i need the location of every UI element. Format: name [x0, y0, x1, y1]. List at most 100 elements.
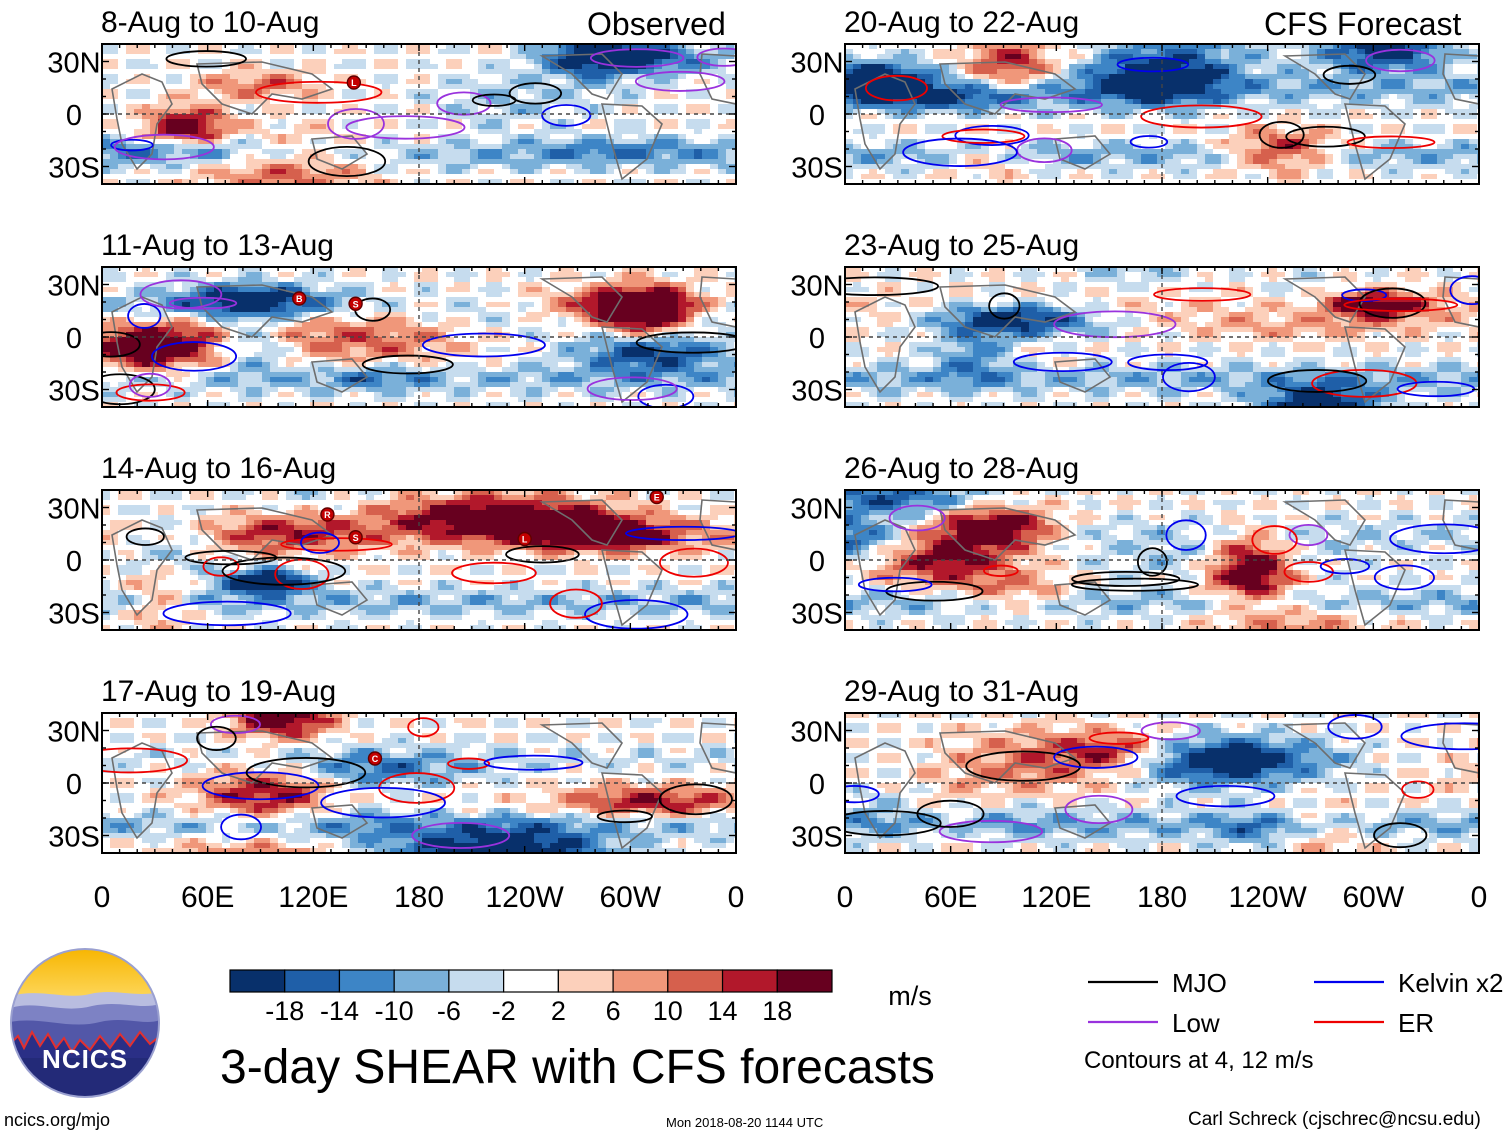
shear-cell	[582, 392, 591, 398]
shear-cell	[574, 490, 583, 496]
shear-cell	[462, 59, 471, 65]
shear-cell	[454, 54, 463, 60]
shear-cell	[438, 307, 447, 313]
shear-cell	[374, 119, 383, 125]
shear-cell	[398, 104, 407, 110]
shear-cell	[110, 179, 119, 184]
shear-cell	[214, 84, 223, 90]
shear-cell	[486, 327, 495, 333]
shear-cell	[510, 377, 519, 383]
shear-cell	[190, 322, 199, 328]
shear-cell	[246, 272, 255, 278]
shear-cell	[534, 332, 543, 338]
shear-cell	[190, 397, 199, 403]
shear-cell	[318, 267, 327, 273]
shear-cell	[646, 109, 655, 115]
shear-cell	[542, 114, 551, 120]
shear-cell	[606, 402, 615, 407]
shear-cell	[478, 307, 487, 313]
shear-cell	[190, 337, 199, 343]
shear-cell	[678, 174, 687, 180]
shear-cell	[542, 49, 551, 55]
shear-cell	[670, 292, 679, 298]
shear-cell	[182, 154, 191, 160]
shear-cell	[406, 109, 415, 115]
shear-cell	[470, 397, 479, 403]
shear-cell	[286, 277, 295, 283]
shear-cell	[470, 124, 479, 130]
shear-cell	[270, 302, 279, 308]
shear-cell	[158, 129, 167, 135]
shear-cell	[462, 139, 471, 145]
shear-cell	[518, 277, 527, 283]
shear-cell	[702, 94, 711, 100]
shear-cell	[590, 79, 599, 85]
shear-cell	[534, 89, 543, 95]
panel-field	[102, 267, 736, 407]
shear-cell	[374, 94, 383, 100]
shear-cell	[574, 495, 583, 501]
shear-cell	[662, 372, 671, 378]
shear-cell	[422, 327, 431, 333]
coastline	[310, 358, 369, 393]
shear-cell	[390, 382, 399, 388]
shear-cell	[430, 302, 439, 308]
shear-cell	[398, 402, 407, 407]
shear-cell	[422, 377, 431, 383]
shear-cell	[534, 402, 543, 407]
shear-cell	[142, 104, 151, 110]
storm-letter: B	[296, 294, 303, 304]
shear-cell	[278, 89, 287, 95]
shear-cell	[430, 109, 439, 115]
shear-cell	[318, 74, 327, 80]
shear-cell	[294, 179, 303, 184]
shear-cell	[534, 164, 543, 170]
shear-cell	[206, 297, 215, 303]
shear-cell	[582, 104, 591, 110]
shear-cell	[470, 139, 479, 145]
shear-cell	[158, 149, 167, 155]
shear-cell	[422, 119, 431, 125]
shear-cell	[718, 267, 727, 273]
shear-cell	[430, 312, 439, 318]
shear-cell	[518, 282, 527, 288]
shear-cell	[366, 495, 375, 501]
shear-cell	[126, 139, 135, 145]
shear-cell	[446, 164, 455, 170]
shear-cell	[454, 397, 463, 403]
shear-cell	[302, 179, 311, 184]
shear-cell	[614, 402, 623, 407]
shear-cell	[574, 74, 583, 80]
shear-cell	[510, 362, 519, 368]
shear-cell	[390, 84, 399, 90]
shear-cell	[278, 144, 287, 150]
shear-cell	[126, 144, 135, 150]
shear-cell	[518, 357, 527, 363]
shear-cell	[174, 332, 183, 338]
shear-cell	[542, 322, 551, 328]
shear-cell	[614, 357, 623, 363]
shear-cell	[462, 179, 471, 184]
shear-cell	[318, 144, 327, 150]
shear-cell	[638, 272, 647, 278]
shear-cell	[270, 352, 279, 358]
shear-cell	[326, 342, 335, 348]
shear-cell	[558, 129, 567, 135]
shear-cell	[686, 277, 695, 283]
shear-cell	[414, 124, 423, 130]
shear-cell	[286, 64, 295, 70]
shear-cell	[574, 144, 583, 150]
shear-cell	[582, 144, 591, 150]
shear-cell	[638, 174, 647, 180]
shear-cell	[430, 64, 439, 70]
shear-cell	[518, 169, 527, 175]
shear-cell	[574, 94, 583, 100]
shear-cell	[606, 377, 615, 383]
shear-cell	[198, 134, 207, 140]
shear-cell	[494, 129, 503, 135]
shear-cell	[566, 154, 575, 160]
shear-cell	[590, 322, 599, 328]
shear-cell	[550, 357, 559, 363]
shear-cell	[638, 490, 647, 496]
shear-cell	[398, 267, 407, 273]
